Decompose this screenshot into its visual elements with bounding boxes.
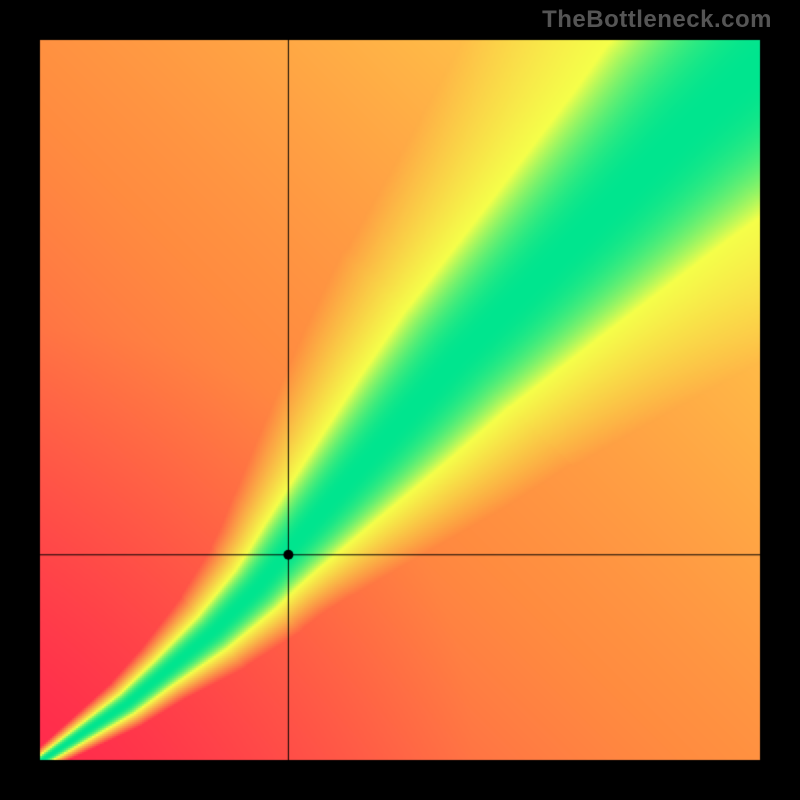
watermark-text: TheBottleneck.com — [542, 6, 772, 34]
bottleneck-heatmap — [0, 0, 800, 800]
